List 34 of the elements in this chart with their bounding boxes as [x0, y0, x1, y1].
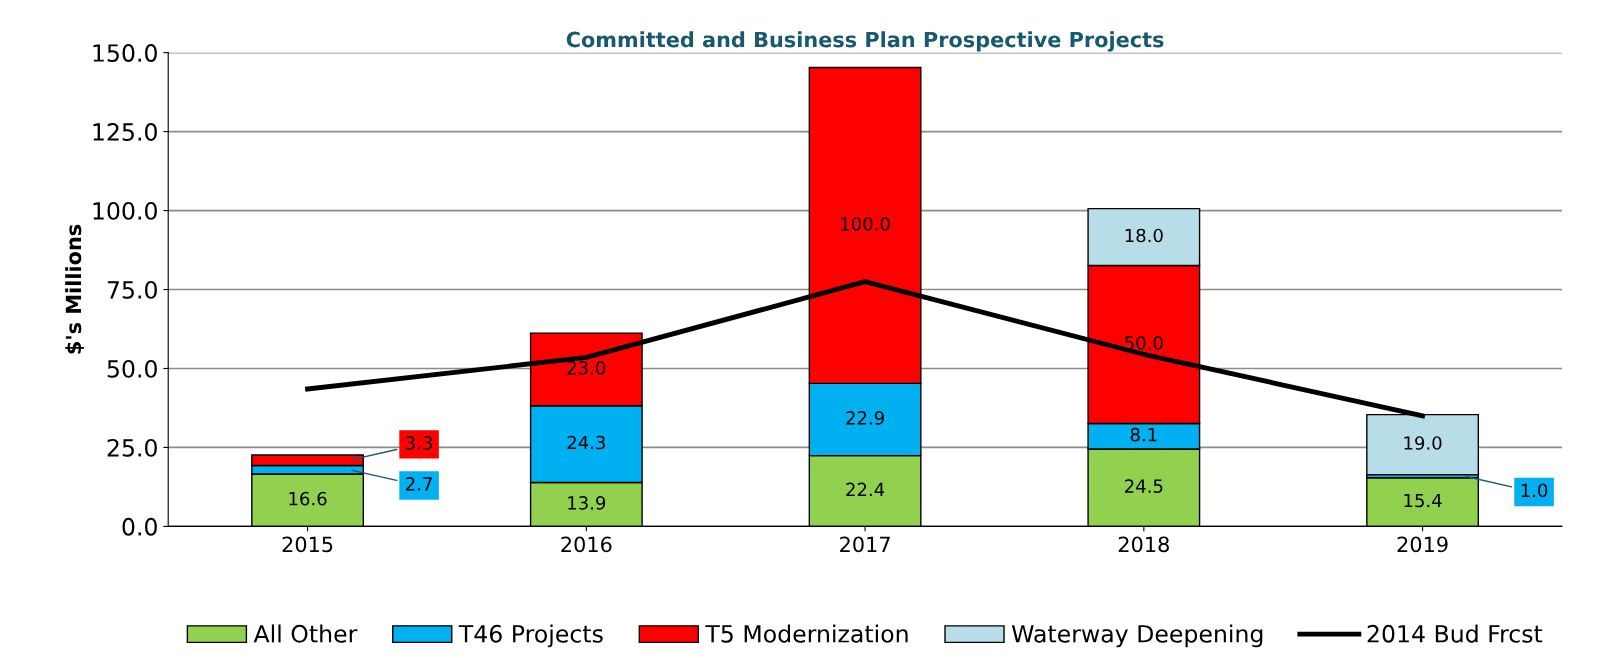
- y-axis-title: $'s Millions: [65, 224, 85, 354]
- data-label: 2.7: [406, 477, 432, 491]
- data-label: 8.1: [1130, 427, 1157, 442]
- x-tick-label: 2017: [840, 536, 890, 553]
- data-label: 15.4: [1404, 493, 1442, 508]
- y-tick-label: 25.0: [107, 438, 157, 457]
- data-label: 3.3: [406, 436, 432, 450]
- y-tick-label: 50.0: [107, 359, 157, 378]
- x-tick-label: 2018: [1118, 536, 1169, 553]
- data-label: 100.0: [841, 216, 890, 231]
- legend-label: T5 Modernization: [705, 624, 908, 643]
- y-tick-label: 125.0: [93, 123, 157, 141]
- y-tick-label: 150.0: [93, 44, 157, 62]
- y-tick-label: 0.0: [122, 517, 157, 536]
- x-tick-label: 2015: [282, 536, 333, 553]
- data-label: 24.5: [1125, 479, 1163, 493]
- data-label: 1.0: [1521, 483, 1548, 498]
- legend-label: All Other: [253, 624, 358, 643]
- data-label: 18.0: [1125, 228, 1163, 243]
- chart-title: Committed and Business Plan Prospective Projects: [566, 31, 1164, 52]
- data-label: 19.0: [1404, 436, 1442, 450]
- data-label: 16.6: [289, 491, 327, 506]
- data-label: 22.9: [846, 411, 884, 425]
- x-tick-label: 2016: [561, 536, 612, 553]
- y-tick-label: 75.0: [107, 280, 157, 299]
- legend-label: T46 Projects: [458, 624, 603, 648]
- data-label: 23.0: [567, 361, 606, 375]
- legend-label: Waterway Deepening: [1011, 624, 1263, 648]
- y-tick-label: 100.0: [93, 202, 157, 220]
- x-tick-label: 2019: [1397, 536, 1448, 553]
- data-label: 22.4: [846, 482, 885, 497]
- data-label: 13.9: [568, 496, 606, 510]
- data-label: 24.3: [567, 435, 605, 450]
- legend-label: 2014 Bud Frcst: [1367, 624, 1543, 643]
